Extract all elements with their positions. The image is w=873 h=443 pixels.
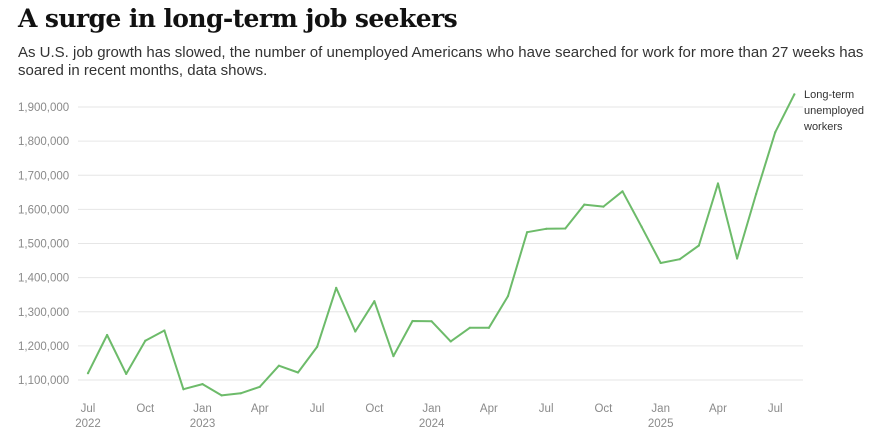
data-point — [335, 286, 338, 289]
x-tick-label: Jul — [539, 403, 554, 415]
data-point — [793, 93, 796, 96]
y-tick-label: 1,600,000 — [18, 204, 69, 216]
series-label: workers — [803, 121, 843, 133]
data-point — [277, 364, 280, 367]
x-tick-label: Oct — [365, 403, 384, 415]
data-point — [716, 182, 720, 185]
y-tick-label: 1,900,000 — [18, 102, 69, 114]
data-point — [201, 382, 204, 386]
x-tick-year: 2023 — [190, 418, 216, 430]
data-point — [296, 371, 300, 374]
chart-subtitle: As U.S. job growth has slowed, the numbe… — [18, 44, 864, 79]
data-point — [525, 231, 529, 234]
x-tick-label: Apr — [480, 403, 498, 415]
data-point — [487, 326, 490, 329]
data-point — [86, 372, 90, 375]
data-point — [602, 205, 605, 208]
data-point — [506, 294, 510, 298]
data-point — [258, 385, 261, 388]
chart-title: A surge in long-term job seekers — [18, 4, 458, 33]
data-point — [220, 394, 223, 397]
data-point — [144, 339, 147, 342]
data-point — [182, 388, 185, 391]
y-tick-label: 1,100,000 — [18, 375, 69, 387]
data-point — [697, 244, 700, 247]
x-tick-label: Jan — [193, 403, 212, 415]
data-point — [239, 392, 242, 395]
data-point — [583, 203, 586, 206]
x-tick-year: 2022 — [75, 418, 101, 430]
x-tick-label: Apr — [251, 403, 269, 415]
data-point — [392, 355, 395, 358]
data-point — [354, 330, 357, 333]
y-axis: 1,100,000 1,200,000 1,300,000 1,400,000 1,50… — [18, 102, 69, 387]
data-point — [125, 372, 128, 375]
data-point — [105, 333, 109, 337]
data-point — [564, 227, 567, 230]
x-tick-label: Jul — [310, 403, 325, 415]
data-point — [774, 131, 777, 134]
x-tick-label: Oct — [136, 403, 155, 415]
gridlines — [78, 106, 803, 381]
data-point — [430, 320, 433, 323]
data-point — [545, 227, 548, 230]
data-point — [735, 257, 739, 260]
y-tick-label: 1,200,000 — [18, 341, 69, 353]
y-tick-label: 1,400,000 — [18, 273, 69, 285]
x-axis: Jul 2022 Oct Jan 2023 Apr Jul Oct Jan 2024 Apr Jul O… — [75, 403, 782, 430]
x-tick-label: Jan — [651, 403, 670, 415]
data-point — [659, 261, 662, 265]
data-point — [315, 345, 319, 348]
data-point — [449, 340, 452, 343]
x-tick-label: Oct — [594, 403, 613, 415]
y-tick-label: 1,700,000 — [18, 170, 69, 182]
series-labels: Long-term unemployed workers — [803, 89, 864, 133]
data-point — [755, 192, 758, 196]
series-label: unemployed — [804, 105, 864, 117]
x-tick-label: Apr — [709, 403, 727, 415]
series-label: Long-term — [804, 89, 854, 101]
x-tick-label: Jul — [768, 403, 783, 415]
data-point — [411, 319, 414, 323]
data-point — [373, 300, 376, 303]
y-tick-label: 1,300,000 — [18, 307, 69, 319]
x-tick-label: Jan — [422, 403, 441, 415]
series-line — [87, 93, 796, 397]
y-tick-label: 1,500,000 — [18, 239, 69, 251]
data-point — [163, 329, 166, 332]
series-layer — [86, 93, 796, 397]
data-point — [621, 190, 624, 193]
y-tick-label: 1,800,000 — [18, 136, 69, 148]
x-tick-year: 2025 — [648, 418, 674, 430]
x-tick-year: 2024 — [419, 418, 445, 430]
data-point — [468, 326, 471, 329]
data-point — [640, 225, 643, 228]
data-point — [678, 258, 681, 261]
x-tick-label: Jul — [81, 403, 96, 415]
